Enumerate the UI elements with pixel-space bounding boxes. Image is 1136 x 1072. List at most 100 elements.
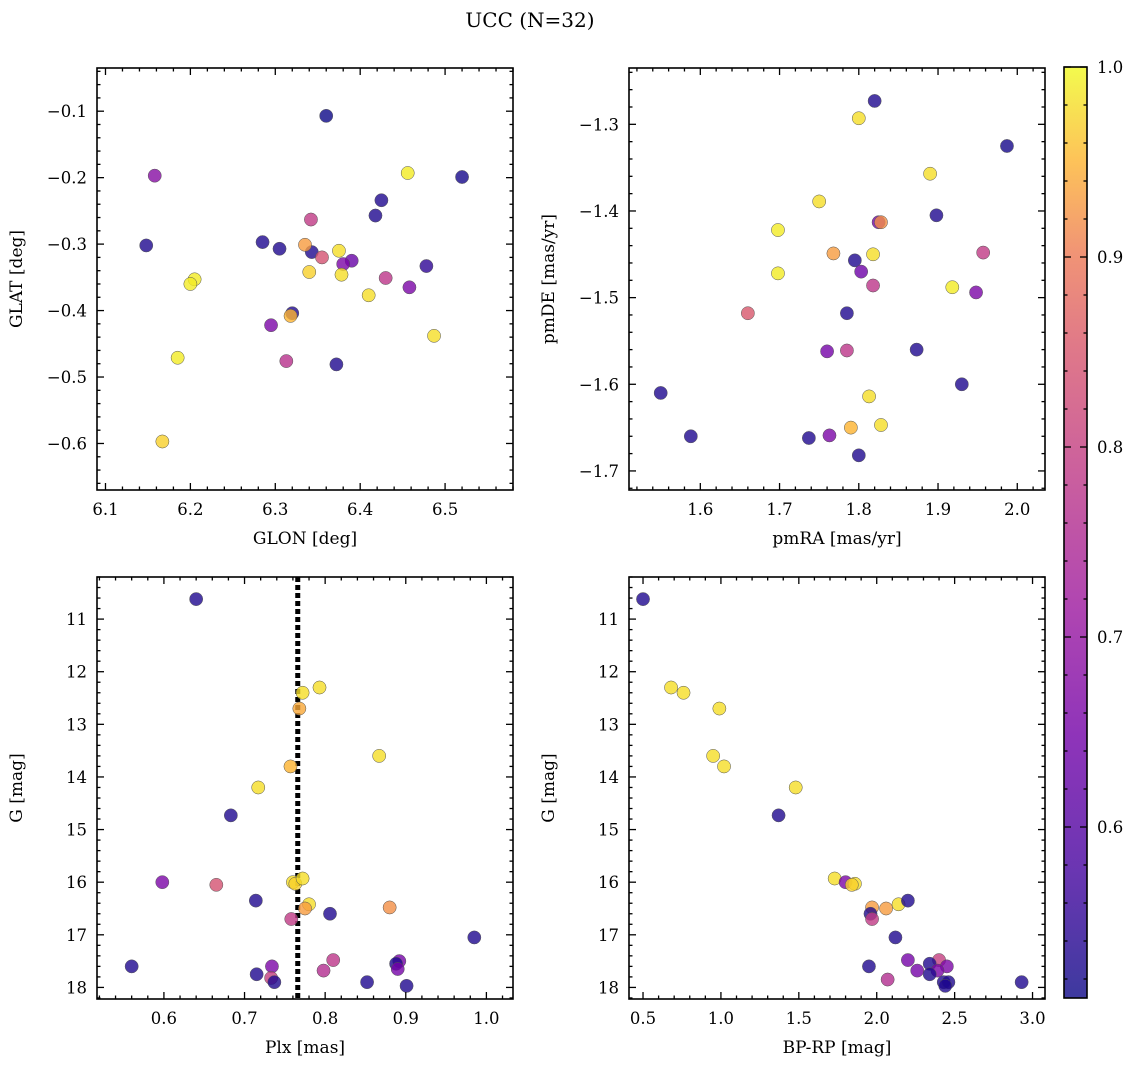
x-tick-label: 0.9 [393,1009,419,1028]
data-point [155,875,170,890]
y-tick-label: −0.1 [47,102,87,121]
data-point [901,893,915,908]
y-axis-label: pmDE [mas/yr] [539,214,559,344]
data-point [223,808,238,823]
colorbar-frame [1063,66,1088,999]
x-tick-label: 6.4 [347,500,373,519]
data-point [874,418,888,432]
data-point [923,166,937,181]
x-tick-label: 1.6 [687,500,713,519]
data-point [279,354,294,368]
y-tick-label: 17 [598,926,619,945]
data-point [866,247,880,262]
data-point [901,953,915,967]
y-tick-label: 18 [598,978,619,997]
data-point [653,386,668,400]
x-tick-label: 0.5 [630,1009,656,1028]
data-point [847,253,862,268]
data-point [332,243,346,258]
data-point [295,685,310,700]
y-tick-label: 14 [598,768,619,787]
data-point [676,685,691,700]
data-point [867,94,882,108]
y-tick-label: 12 [66,663,87,682]
data-point [390,962,405,976]
data-point [284,912,299,926]
x-axis-label: pmRA [mas/yr] [772,529,901,549]
data-point [382,900,397,915]
colorbar-tick-label: 1.0 [1097,58,1123,77]
data-point [969,285,983,300]
x-tick-label: 1.0 [708,1009,734,1028]
data-point [315,250,329,265]
y-axis-label: GLAT [deg] [7,230,27,328]
data-point [334,267,349,282]
data-point [323,906,337,921]
y-axis-label: G [mag] [7,753,27,822]
x-tick-label: 6.5 [432,500,458,519]
data-point [771,266,785,281]
data-point [844,877,859,892]
y-tick-label: −1.3 [579,115,619,134]
data-point [929,208,944,223]
data-point [467,930,482,945]
y-tick-label: −1.5 [579,289,619,308]
data-point [360,975,374,990]
x-axis-label: Plx [mas] [265,1038,345,1058]
y-tick-label: −1.7 [579,462,619,481]
data-point [455,170,469,184]
data-point [938,978,953,993]
x-tick-label: 6.3 [262,500,288,519]
axes-frame [628,67,1046,491]
data-point [741,306,755,321]
data-point [427,328,441,343]
data-point [368,208,383,223]
data-point [295,871,310,886]
y-tick-label: −1.6 [579,375,619,394]
colorbar-tick-label: 0.6 [1097,818,1123,837]
data-point [866,278,880,293]
data-point [378,271,393,285]
data-point [183,277,198,291]
y-tick-label: 15 [66,821,87,840]
data-point [822,428,837,443]
data-point [922,967,937,982]
y-tick-label: 11 [598,610,619,629]
data-point [292,701,307,716]
data-point [283,309,298,323]
data-point [251,780,266,795]
colorbar: 0.6 0.7 0.8 0.9 1.0 [1063,58,1123,999]
data-point [851,111,866,126]
data-point [361,288,376,303]
x-tick-label: 6.1 [92,500,118,519]
data-point [802,431,816,445]
data-point [840,343,854,358]
colorbar-gradient [1064,67,1087,998]
data-point [909,342,924,357]
data-point [771,808,786,823]
y-tick-label: −0.5 [47,368,87,387]
y-tick-label: 12 [598,663,619,682]
x-tick-label: 2.5 [942,1009,968,1028]
data-point [851,448,866,463]
colorbar-tick-label: 0.9 [1097,248,1123,267]
data-point [664,680,678,695]
y-tick-label: −1.4 [579,202,619,221]
data-point [374,193,389,208]
x-tick-label: 2.0 [1004,500,1030,519]
data-point [312,680,327,695]
data-point [771,223,785,237]
x-axis-label: GLON [deg] [253,529,357,549]
data-point [209,877,224,892]
data-point [316,963,331,978]
data-point [717,759,731,774]
data-point [298,237,312,252]
data-point [812,194,827,209]
y-tick-label: 11 [66,610,87,629]
y-tick-label: 16 [66,873,87,892]
y-tick-label: 14 [66,768,87,787]
panel-plx-g: 0.6 0.7 0.8 0.9 1.0 11 12 13 14 15 16 17 18 Plx [mas]… [7,576,514,1058]
data-point [865,912,879,926]
data-point [840,306,854,321]
